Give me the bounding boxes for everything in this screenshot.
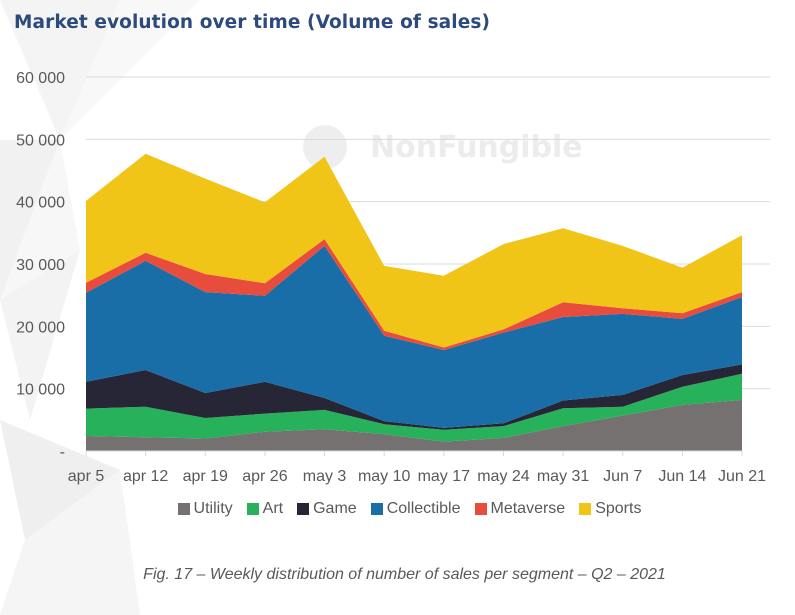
legend-label: Collectible bbox=[386, 500, 461, 517]
axes bbox=[85, 450, 743, 456]
area-collectible bbox=[86, 245, 742, 428]
x-tick-label: apr 26 bbox=[242, 468, 287, 485]
x-tick-label: Jun 7 bbox=[603, 468, 642, 485]
chart-title: Market evolution over time (Volume of sa… bbox=[14, 12, 491, 33]
legend-swatch bbox=[474, 503, 487, 515]
x-tick-label: may 17 bbox=[418, 468, 471, 485]
area-sports bbox=[86, 153, 742, 348]
legend-label: Metaverse bbox=[490, 500, 566, 517]
legend-item-utility: Utility bbox=[177, 500, 233, 518]
legend-swatch bbox=[177, 503, 190, 515]
legend-swatch bbox=[246, 503, 259, 515]
x-tick-labels: apr 5 apr 12 apr 19 apr 26 may 3 may 10 may 17… bbox=[68, 468, 766, 485]
x-tick-label: apr 5 bbox=[68, 468, 105, 485]
legend-item-sports: Sports bbox=[579, 500, 641, 518]
legend-label: Sports bbox=[595, 500, 642, 517]
y-tick-label: 20 000 bbox=[16, 319, 65, 336]
y-tick-label: 10 000 bbox=[16, 382, 65, 399]
legend-swatch bbox=[370, 503, 383, 515]
area-utility bbox=[86, 399, 742, 451]
x-tick-label: apr 12 bbox=[123, 468, 168, 485]
y-tick-label: 30 000 bbox=[16, 257, 65, 274]
legend-label: Art bbox=[262, 500, 284, 517]
legend: Utility Art Game Collectible Metaverse Sports bbox=[0, 500, 795, 518]
legend-item-collectible: Collectible bbox=[370, 500, 461, 518]
legend-label: Game bbox=[313, 500, 357, 517]
x-tick-label: may 31 bbox=[537, 468, 590, 485]
legend-item-art: Art bbox=[246, 500, 284, 518]
y-tick-label: - bbox=[60, 444, 65, 461]
y-tick-label: 40 000 bbox=[16, 195, 65, 212]
legend-item-game: Game bbox=[297, 500, 357, 518]
x-tick-label: Jun 21 bbox=[718, 468, 766, 485]
y-tick-label: 50 000 bbox=[16, 132, 65, 149]
x-tick-label: may 24 bbox=[477, 468, 530, 485]
y-tick-labels: - 10 000 20 000 30 000 40 000 50 000 60 000 bbox=[16, 70, 65, 461]
watermark: NonFungible bbox=[370, 130, 583, 165]
x-tick-label: apr 19 bbox=[183, 468, 228, 485]
area-game bbox=[86, 364, 742, 430]
legend-swatch bbox=[297, 503, 310, 515]
legend-swatch bbox=[579, 503, 592, 515]
legend-item-metaverse: Metaverse bbox=[474, 500, 566, 518]
x-tick-label: may 10 bbox=[358, 468, 411, 485]
legend-label: Utility bbox=[193, 500, 233, 517]
figure-caption: Fig. 17 – Weekly distribution of number … bbox=[143, 566, 666, 583]
x-tick-label: may 3 bbox=[303, 468, 347, 485]
y-tick-label: 60 000 bbox=[16, 70, 65, 87]
x-tick-label: Jun 14 bbox=[658, 468, 706, 485]
areas bbox=[86, 153, 742, 451]
area-art bbox=[86, 373, 742, 442]
